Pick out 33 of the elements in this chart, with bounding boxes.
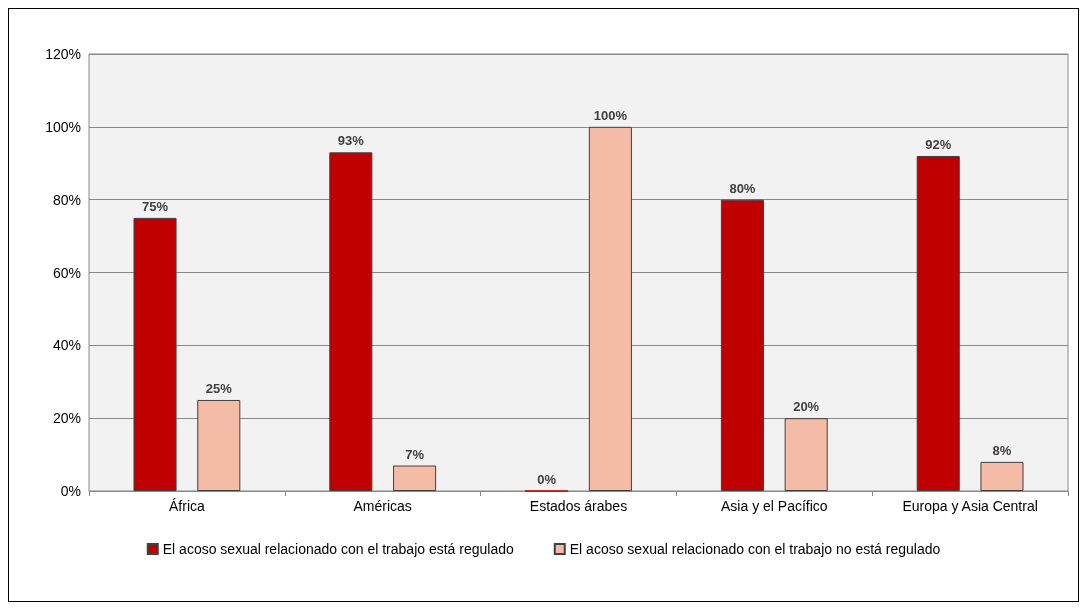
data-label: 25% (205, 380, 233, 396)
x-tick-label: Estados árabes (529, 498, 628, 514)
bar (393, 465, 437, 491)
y-tick-label: 80% (52, 191, 81, 208)
bar (133, 217, 177, 491)
x-tick-label: Américas (353, 498, 412, 514)
data-label: 0% (537, 471, 557, 487)
data-label: 80% (729, 180, 756, 196)
legend-label: El acoso sexual relacionado con el trabajo no está regulado (569, 541, 941, 557)
y-tick-label: 0% (60, 483, 81, 499)
bar (980, 461, 1024, 491)
bar (197, 399, 241, 491)
y-tick-label: 100% (45, 118, 81, 135)
y-tick-label: 20% (52, 410, 81, 427)
x-tick-label: África (169, 498, 205, 514)
data-label: 92% (925, 136, 952, 152)
y-tick-label: 40% (52, 337, 81, 354)
data-label: 93% (337, 133, 365, 149)
bar (916, 155, 960, 491)
data-label: 100% (593, 107, 628, 123)
data-label: 20% (793, 399, 820, 415)
data-label: 75% (142, 198, 169, 214)
bar (588, 126, 632, 491)
x-tick-label: Europa y Asia Central (902, 498, 1038, 514)
legend-label: El acoso sexual relacionado con el trabajo está regulado (162, 541, 514, 557)
bar (784, 418, 828, 491)
y-tick-label: 120% (45, 46, 81, 62)
y-tick-label: 60% (52, 264, 81, 281)
bar (720, 199, 764, 491)
bar (329, 152, 373, 491)
data-label: 7% (405, 446, 425, 462)
x-tick-label: Asia y el Pacífico (721, 498, 828, 514)
data-label: 8% (992, 442, 1012, 458)
